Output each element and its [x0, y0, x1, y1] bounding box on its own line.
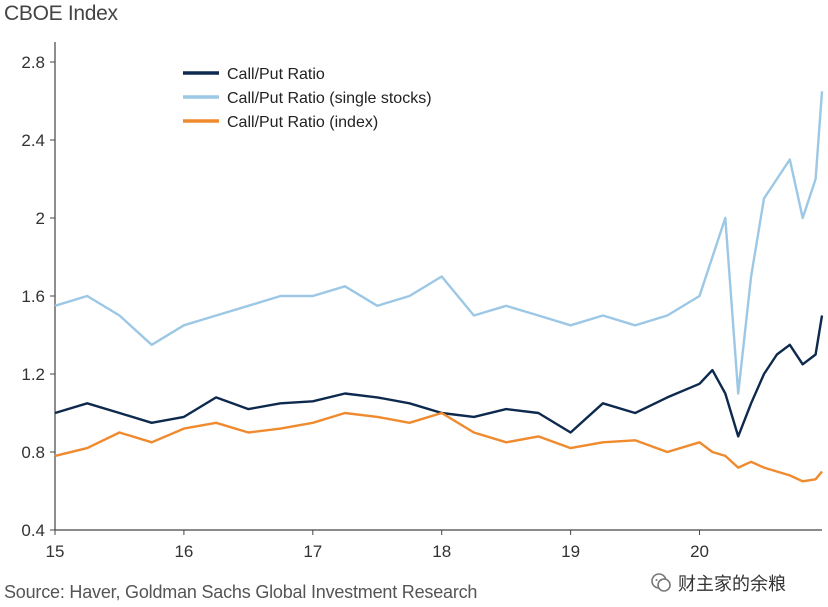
x-tick-label: 20 [690, 542, 709, 561]
y-tick-label: 2.4 [21, 131, 45, 150]
y-tick-label: 0.4 [21, 521, 45, 540]
y-tick-label: 1.6 [21, 287, 45, 306]
y-tick-label: 2.8 [21, 53, 45, 72]
legend-label-2: Call/Put Ratio (index) [227, 114, 378, 131]
x-tick-label: 17 [303, 542, 322, 561]
series-line-1 [54, 91, 824, 395]
x-tick-label: 19 [561, 542, 580, 561]
chart-title: CBOE Index [4, 2, 118, 25]
watermark: 财主家的余粮 [650, 570, 786, 596]
wechat-icon [651, 573, 671, 592]
legend-label-0: Call/Put Ratio [227, 66, 325, 83]
legend-label-1: Call/Put Ratio (single stocks) [227, 90, 432, 107]
x-tick-label: 16 [174, 542, 193, 561]
series-line-2 [54, 411, 823, 483]
y-tick-label: 1.2 [21, 365, 45, 384]
source-note: Source: Haver, Goldman Sachs Global Inve… [4, 582, 478, 602]
x-tick-label: 15 [46, 542, 65, 561]
y-tick-label: 2 [36, 209, 45, 228]
series-line-0 [54, 315, 824, 438]
y-tick-label: 0.8 [21, 443, 45, 462]
watermark-text: 财主家的余粮 [678, 574, 786, 594]
x-tick-label: 18 [432, 542, 451, 561]
